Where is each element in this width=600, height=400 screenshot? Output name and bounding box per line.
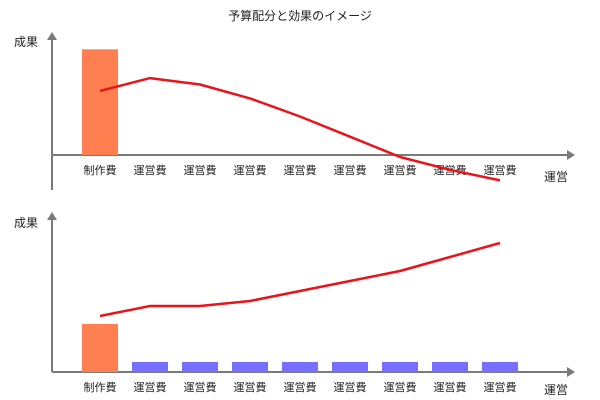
y-axis-label: 成果 xyxy=(14,35,38,49)
bar-operation xyxy=(282,362,318,372)
category-label: 運営費 xyxy=(334,380,367,394)
y-axis-label: 成果 xyxy=(14,216,38,230)
category-label: 運営費 xyxy=(184,163,217,177)
bar-operation xyxy=(132,362,168,372)
y-axis-arrow-icon xyxy=(47,212,57,220)
bar-operation xyxy=(482,362,518,372)
category-label: 運営費 xyxy=(134,380,167,394)
bar-production xyxy=(82,49,118,155)
category-label: 運営費 xyxy=(134,163,167,177)
bar-operation xyxy=(332,362,368,372)
category-label: 運営費 xyxy=(384,380,417,394)
y-axis-arrow-icon xyxy=(47,32,57,40)
category-label: 運営費 xyxy=(284,380,317,394)
category-label: 運営費 xyxy=(234,380,267,394)
chart-title: 予算配分と効果のイメージ xyxy=(228,8,372,23)
bar-operation xyxy=(182,362,218,372)
bar-operation xyxy=(432,362,468,372)
bar-operation xyxy=(382,362,418,372)
category-label: 運営費 xyxy=(384,163,417,177)
category-label: 運営費 xyxy=(484,163,517,177)
x-axis-arrow-icon xyxy=(567,367,575,377)
category-label: 制作費 xyxy=(84,380,117,394)
category-label: 運営費 xyxy=(184,380,217,394)
category-label: 運営費 xyxy=(334,163,367,177)
category-label: 運営費 xyxy=(284,163,317,177)
effect-line xyxy=(99,241,501,318)
category-label: 運営費 xyxy=(234,163,267,177)
x-axis-label: 運営 xyxy=(544,383,568,397)
x-axis-label: 運営 xyxy=(544,170,568,184)
category-label: 運営費 xyxy=(434,380,467,394)
category-label: 運営費 xyxy=(484,380,517,394)
bar-production xyxy=(82,324,118,372)
bar-operation xyxy=(232,362,268,372)
category-label: 制作費 xyxy=(84,163,117,177)
x-axis-arrow-icon xyxy=(567,150,575,160)
